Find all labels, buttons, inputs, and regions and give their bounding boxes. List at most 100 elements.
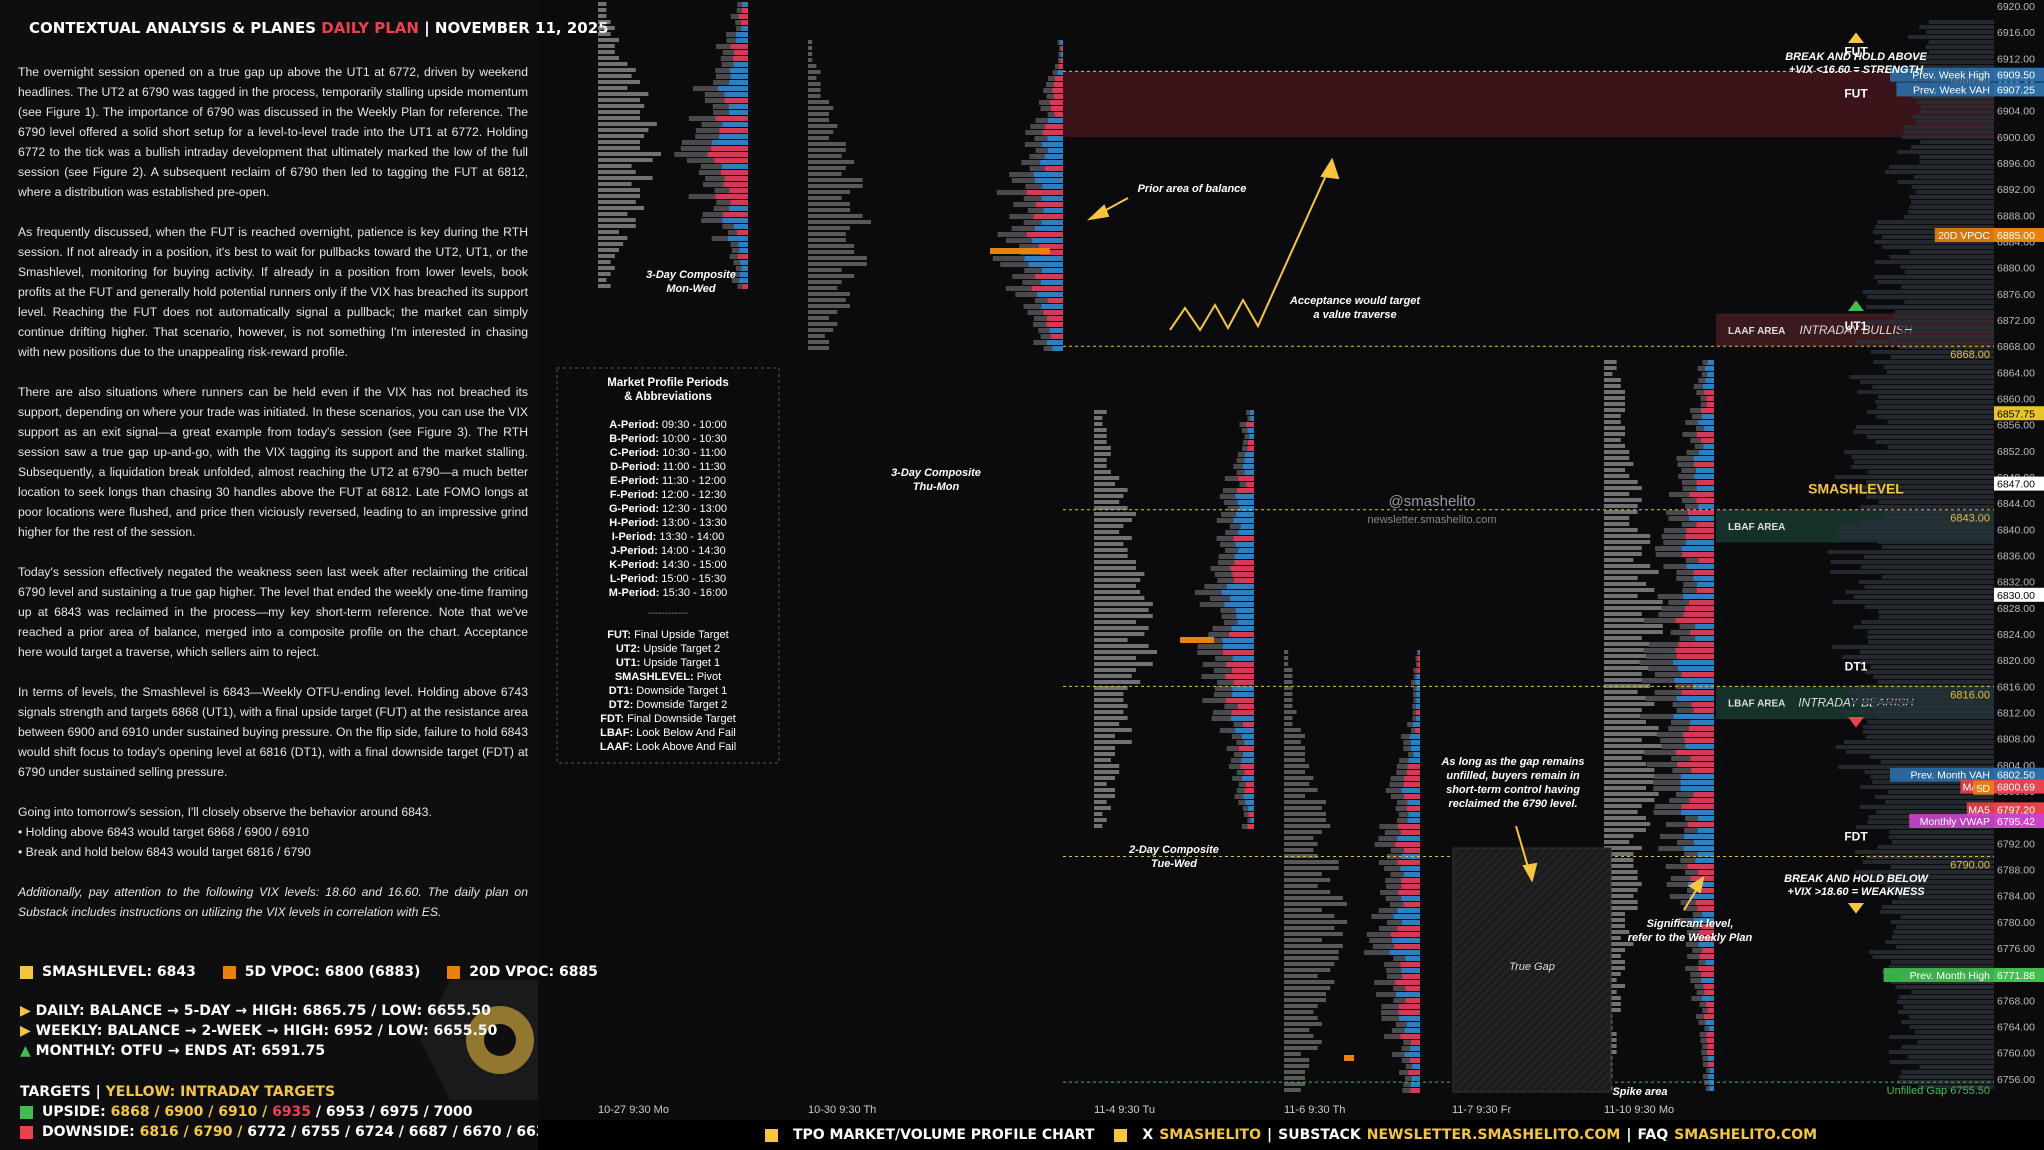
composite-volume-row	[1894, 315, 1994, 319]
volume-bar-delta	[1242, 752, 1254, 757]
volume-bar-grey	[1029, 166, 1045, 171]
volume-bar-delta	[1042, 184, 1063, 189]
volume-bar-delta	[1244, 788, 1254, 793]
volume-bar-grey	[1676, 918, 1694, 923]
vpoc5-square-icon	[222, 965, 236, 979]
volume-bar-grey	[1399, 1070, 1409, 1075]
triangle-right-icon: ▶	[20, 1003, 36, 1019]
tpo-row	[1284, 884, 1318, 888]
volume-bar-grey	[1407, 722, 1413, 727]
tpo-row	[1094, 554, 1128, 558]
volume-bar-delta	[730, 74, 748, 79]
tpo-row	[1284, 860, 1339, 864]
tpo-row	[1604, 576, 1638, 580]
tpo-row	[1604, 792, 1659, 796]
composite-volume-row	[1855, 425, 1994, 429]
tpo-row	[1094, 416, 1103, 420]
tpo-row	[598, 56, 619, 60]
volume-bar-delta	[1707, 1008, 1714, 1013]
volume-bar-delta	[1060, 58, 1063, 63]
watermark-handle: @smashelito	[1389, 493, 1476, 510]
volume-bar-delta	[1407, 764, 1420, 769]
axis-tag	[1994, 968, 2044, 983]
composite-volume-row	[1875, 440, 1994, 444]
volume-bar-grey	[1212, 710, 1232, 715]
volume-bar-delta	[742, 2, 748, 7]
volume-bar-delta	[1683, 846, 1714, 851]
tpo-row	[1284, 878, 1331, 882]
tpo-row	[598, 164, 632, 168]
axis-tick: 6912.00	[1997, 53, 2035, 65]
volume-bar-grey	[1233, 752, 1243, 757]
tpo-row	[1094, 686, 1128, 690]
volume-bar-delta	[1416, 710, 1420, 715]
analysis-text: The overnight session opened on a true g…	[18, 62, 528, 942]
volume-bar-delta	[1052, 346, 1063, 351]
tpo-row	[598, 104, 645, 108]
volume-bar-delta	[1060, 46, 1063, 51]
volume-bar-grey	[720, 56, 734, 61]
composite-volume-row	[1869, 950, 1994, 954]
volume-bar-grey	[1379, 824, 1398, 829]
volume-bar-delta	[1410, 746, 1420, 751]
composite-mw-days: Mon-Wed	[666, 283, 716, 295]
tpo-row	[1604, 732, 1663, 736]
composite-volume-row	[1864, 605, 1994, 609]
tpo-row	[598, 176, 653, 180]
volume-bar-grey	[1399, 758, 1409, 763]
tpo-row	[1604, 612, 1642, 616]
volume-bar-grey	[1246, 410, 1250, 415]
volume-bar-grey	[1238, 800, 1246, 805]
composite-volume-row	[1909, 1025, 1994, 1029]
legend-period-row: F-Period: 12:00 - 12:30	[610, 489, 726, 501]
volume-bar-grey	[1676, 840, 1694, 845]
level-name: FDT	[1844, 829, 1868, 843]
composite-volume-row	[1889, 335, 1994, 339]
triangle-down-red-icon	[1848, 717, 1864, 728]
significant-level-note-1: Significant level,	[1647, 918, 1734, 930]
legend-title: Market Profile Periods	[607, 377, 728, 389]
volume-bar-delta	[1695, 858, 1714, 863]
tpo-row	[1284, 1076, 1305, 1080]
footer-bar: TPO MARKET/VOLUME PROFILE CHART X SMASHE…	[538, 1120, 2044, 1150]
annotation-arrows	[1086, 32, 1864, 914]
footer-faq-link[interactable]: SMASHELITO.COM	[1674, 1127, 1818, 1143]
volume-bar-grey	[736, 26, 742, 31]
tpo-row	[1284, 944, 1343, 948]
tpo-row	[1604, 624, 1663, 628]
tpo-row	[1604, 546, 1642, 550]
volume-bar-delta	[1247, 446, 1254, 451]
composite-volume-row	[1835, 530, 1994, 534]
volume-bar-grey	[713, 110, 729, 115]
volume-bar-grey	[1701, 372, 1708, 377]
footer-x-handle[interactable]: SMASHELITO	[1159, 1127, 1261, 1143]
tpo-row	[1604, 678, 1655, 682]
axis-tag-label-bg	[1890, 767, 1994, 782]
composite-volume-row	[1874, 260, 1994, 264]
volume-bar-delta	[1400, 878, 1420, 883]
volume-bar-delta	[1040, 160, 1063, 165]
volume-bar-grey	[1395, 1022, 1407, 1027]
tpo-row	[1604, 708, 1642, 712]
volume-bar-delta	[1233, 518, 1254, 523]
tpo-row	[808, 286, 838, 290]
volume-bar-delta	[1693, 840, 1714, 845]
volume-bar-grey	[733, 260, 741, 265]
volume-bar-grey	[1012, 274, 1036, 279]
tpo-row	[808, 208, 850, 212]
tpo-row	[1094, 752, 1115, 756]
footer-substack-link[interactable]: NEWSLETTER.SMASHELITO.COM	[1366, 1127, 1621, 1143]
composite-volume-row	[1838, 765, 1994, 769]
paragraph-3: There are also situations where runners …	[18, 385, 528, 539]
volume-bar-grey	[736, 266, 742, 271]
volume-bar-delta	[1696, 588, 1714, 593]
volume-bar-grey	[714, 188, 730, 193]
volume-bar-grey	[1381, 1010, 1399, 1015]
composite-volume-row	[1845, 750, 1994, 754]
vix-strength-label: +VIX <16.60 = STRENGTH	[1789, 64, 1924, 76]
vpoc20-square-icon	[447, 965, 461, 979]
tpo-row	[1094, 560, 1136, 564]
volume-bar-grey	[1022, 280, 1041, 285]
volume-bar-grey	[1217, 578, 1234, 583]
volume-bar-delta	[1698, 942, 1714, 947]
